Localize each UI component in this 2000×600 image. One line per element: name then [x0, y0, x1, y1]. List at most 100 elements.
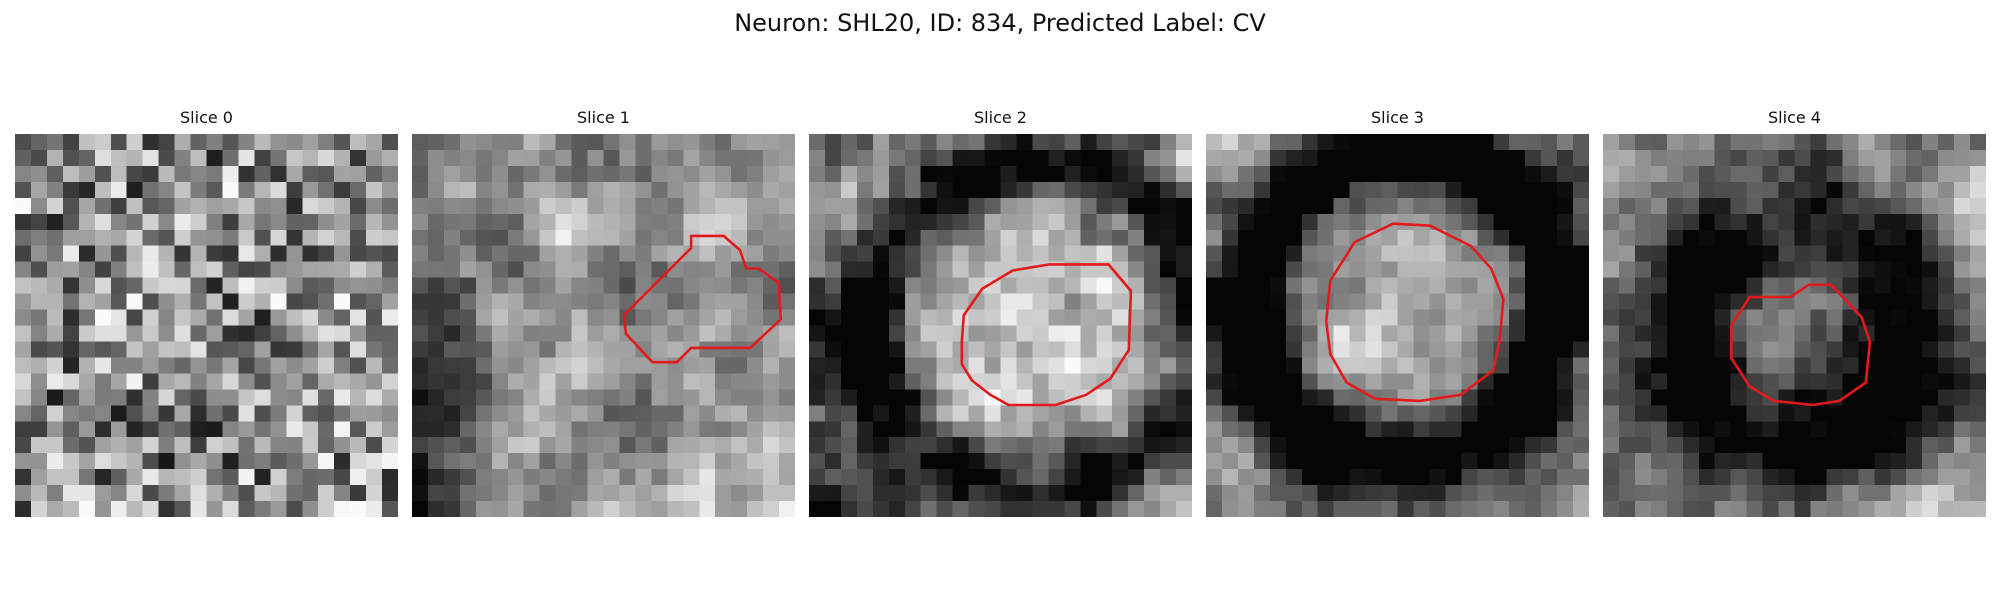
image-pixel: [1714, 277, 1732, 295]
image-pixel: [475, 453, 493, 470]
image-pixel: [1253, 405, 1271, 422]
image-pixel: [763, 357, 780, 374]
image-pixel: [1794, 437, 1812, 454]
image-pixel: [1317, 405, 1335, 422]
image-pixel: [1365, 277, 1383, 295]
image-pixel: [1096, 309, 1113, 327]
image-pixel: [539, 437, 557, 454]
image-pixel: [1221, 421, 1239, 438]
image-pixel: [523, 245, 541, 263]
image-pixel: [1826, 357, 1843, 374]
image-pixel: [1144, 421, 1161, 438]
image-pixel: [1206, 134, 1223, 151]
image-pixel: [603, 421, 621, 438]
image-pixel: [936, 389, 954, 406]
image-pixel: [1650, 485, 1668, 502]
image-pixel: [1842, 469, 1859, 486]
image-pixel: [366, 277, 383, 295]
image-pixel: [1477, 453, 1494, 470]
image-pixel: [15, 405, 32, 422]
image-pixel: [206, 134, 224, 151]
image-pixel: [1381, 389, 1399, 406]
image-pixel: [555, 325, 573, 343]
image-pixel: [1906, 341, 1923, 359]
image-pixel: [110, 293, 128, 311]
image-pixel: [1858, 293, 1875, 311]
image-pixel: [1317, 229, 1335, 247]
image-pixel: [619, 389, 637, 406]
image-pixel: [1317, 261, 1335, 279]
image-pixel: [1397, 149, 1415, 167]
image-pixel: [1461, 181, 1478, 199]
image-pixel: [1016, 165, 1034, 183]
image-pixel: [1874, 309, 1891, 327]
image-pixel: [1890, 293, 1907, 311]
image-pixel: [1698, 165, 1716, 183]
image-pixel: [1618, 357, 1636, 374]
image-pixel: [366, 197, 383, 215]
image-pixel: [1730, 149, 1748, 167]
image-pixel: [1573, 261, 1589, 279]
image-pixel: [635, 389, 652, 406]
image-pixel: [667, 421, 684, 438]
image-pixel: [840, 485, 858, 502]
image-pixel: [1381, 229, 1399, 247]
image-pixel: [603, 213, 621, 231]
image-pixel: [366, 261, 383, 279]
image-pixel: [571, 261, 589, 279]
image-pixel: [1048, 389, 1065, 406]
image-pixel: [1906, 325, 1923, 343]
image-pixel: [1730, 453, 1748, 470]
image-pixel: [1634, 389, 1652, 406]
image-pixel: [1269, 229, 1287, 247]
image-pixel: [1144, 341, 1161, 359]
image-pixel: [888, 341, 906, 359]
image-pixel: [1730, 469, 1748, 486]
image-pixel: [936, 213, 954, 231]
image-pixel: [1349, 373, 1367, 390]
image-pixel: [1160, 469, 1177, 486]
image-pixel: [1096, 325, 1113, 343]
image-pixel: [238, 197, 255, 215]
image-pixel: [286, 181, 303, 199]
image-pixel: [302, 437, 319, 454]
image-pixel: [1618, 373, 1636, 390]
image-pixel: [1269, 501, 1287, 517]
image-pixel: [46, 325, 64, 343]
image-pixel: [412, 277, 429, 295]
image-pixel: [1810, 421, 1828, 438]
image-pixel: [1349, 389, 1367, 406]
image-pixel: [1762, 325, 1780, 343]
image-pixel: [1285, 421, 1303, 438]
image-pixel: [1794, 134, 1812, 151]
image-pixel: [619, 213, 637, 231]
image-pixel: [1603, 501, 1620, 517]
image-pixel: [1221, 293, 1239, 311]
image-pixel: [1016, 485, 1034, 502]
image-pixel: [779, 501, 795, 517]
image-pixel: [715, 501, 732, 517]
image-pixel: [936, 421, 954, 438]
image-pixel: [555, 165, 573, 183]
slice-title: Slice 3: [1371, 108, 1424, 127]
image-pixel: [747, 229, 764, 247]
image-pixel: [1557, 405, 1574, 422]
image-pixel: [1397, 341, 1415, 359]
image-pixel: [443, 309, 461, 327]
image-pixel: [507, 357, 525, 374]
image-pixel: [904, 469, 922, 486]
image-pixel: [1413, 134, 1431, 151]
image-pixel: [747, 309, 764, 327]
image-pixel: [1096, 134, 1113, 151]
image-pixel: [94, 389, 112, 406]
image-pixel: [1381, 357, 1399, 374]
image-pixel: [888, 501, 906, 517]
image-pixel: [174, 293, 192, 311]
image-pixel: [142, 373, 160, 390]
image-pixel: [491, 485, 509, 502]
image-pixel: [856, 309, 874, 327]
image-pixel: [1461, 245, 1478, 263]
image-pixel: [1794, 325, 1812, 343]
image-pixel: [824, 373, 842, 390]
image-pixel: [126, 197, 144, 215]
